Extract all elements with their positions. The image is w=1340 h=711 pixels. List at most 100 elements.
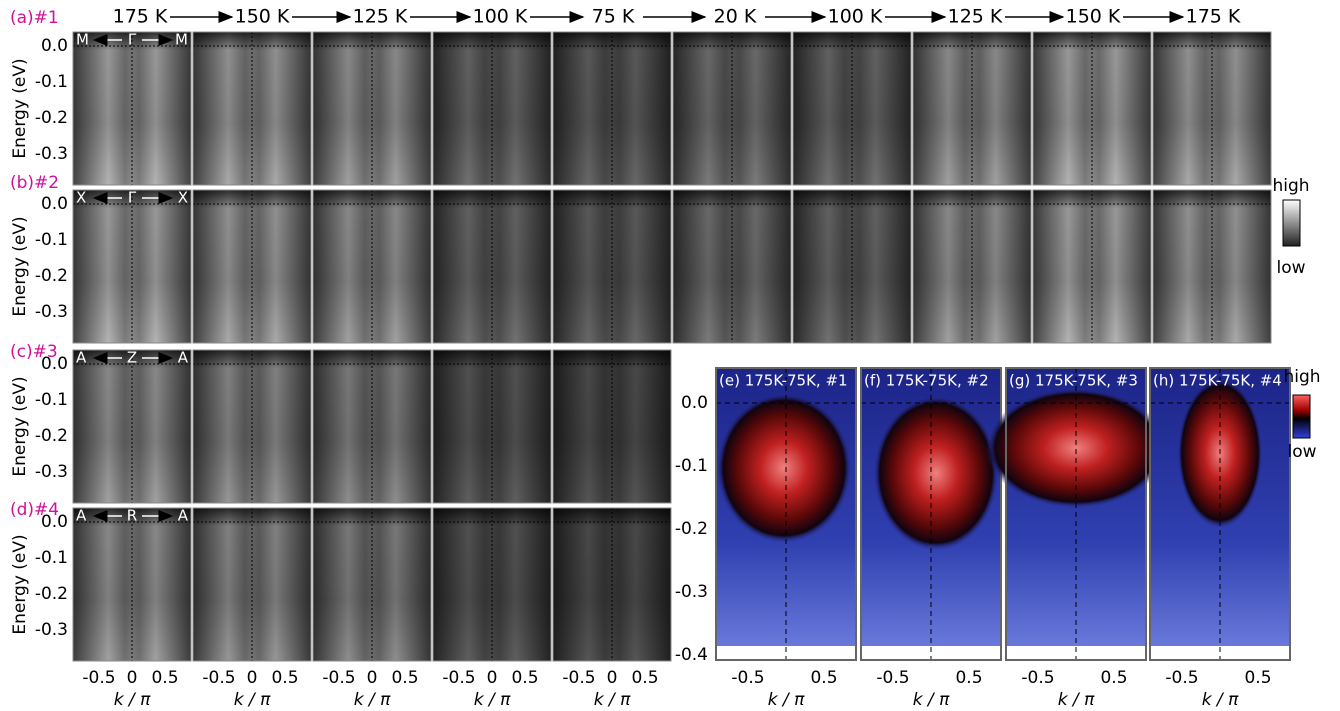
x-tick-label: -0.5 <box>1021 668 1054 688</box>
x-tick-label: 0 <box>607 668 618 688</box>
temperature: 20 K <box>714 6 757 28</box>
x-axis-label: k / π <box>1202 690 1239 710</box>
panel-border <box>1005 367 1147 661</box>
y-tick-label: -0.2 <box>35 266 68 286</box>
panel-border <box>312 349 432 504</box>
x-tick-label: -0.5 <box>731 668 764 688</box>
panel-border <box>1032 189 1152 344</box>
panel-border <box>312 31 432 186</box>
y-tick-label: 0.0 <box>41 36 68 56</box>
x-axis-label: k / π <box>913 690 950 710</box>
intensity-blob <box>873 395 999 551</box>
panel-border <box>912 31 1032 186</box>
y-tick-label: -0.4 <box>675 645 708 665</box>
temperature: 100 K <box>473 6 528 28</box>
y-tick-label: -0.1 <box>675 456 708 476</box>
y-tick-label: -0.3 <box>675 582 708 602</box>
y-tick-label: -0.1 <box>35 548 68 568</box>
y-tick-label: -0.2 <box>35 108 68 128</box>
y-tick-label: -0.2 <box>675 519 708 539</box>
panel-border <box>192 507 312 662</box>
x-tick-label: -0.5 <box>442 668 475 688</box>
x-tick-label: 0 <box>367 668 378 688</box>
panel-border <box>72 349 192 504</box>
x-tick-label: -0.5 <box>876 668 909 688</box>
panel-border <box>192 31 312 186</box>
panel-border <box>715 367 857 661</box>
panel-border <box>192 189 312 344</box>
panel-border <box>1152 189 1272 344</box>
x-axis-label: k / π <box>1058 690 1095 710</box>
panel-border <box>72 189 192 344</box>
panel-border <box>552 349 672 504</box>
colorbar-low: low <box>1287 442 1316 462</box>
panel-border <box>552 31 672 186</box>
k-path: A <box>76 349 87 367</box>
x-tick-label: -0.5 <box>562 668 595 688</box>
x-axis-label: k / π <box>474 690 511 710</box>
x-tick-label: 0 <box>127 668 138 688</box>
x-tick-label: 0.5 <box>955 668 982 688</box>
row-label: (d)#4 <box>10 500 59 520</box>
x-axis-label: k / π <box>768 690 805 710</box>
y-tick-label: -0.3 <box>35 620 68 640</box>
x-axis-label: k / π <box>354 690 391 710</box>
x-axis-label: k / π <box>594 690 631 710</box>
intensity-blob <box>986 388 1166 508</box>
x-tick-label: 0.5 <box>511 668 538 688</box>
panel-border <box>552 189 672 344</box>
y-tick-label: -0.1 <box>35 72 68 92</box>
panel-title: (g) 175K-75K, #3 <box>1009 372 1138 390</box>
panel-border <box>672 31 792 186</box>
k-path: Z <box>127 349 137 367</box>
panel-border <box>312 507 432 662</box>
x-tick-label: -0.5 <box>82 668 115 688</box>
colorbar-low: low <box>1276 258 1305 278</box>
k-path: X <box>76 189 86 207</box>
y-tick-label: -0.1 <box>35 390 68 410</box>
row-label: (b)#2 <box>10 173 59 193</box>
y-tick-label: -0.3 <box>35 462 68 482</box>
temperature: 75 K <box>592 6 635 28</box>
x-tick-label: 0 <box>247 668 258 688</box>
panel-border <box>1149 367 1291 661</box>
y-axis-label: Energy (eV) <box>10 534 30 634</box>
row-label: (c)#3 <box>10 342 58 362</box>
temperature: 100 K <box>828 6 883 28</box>
temperature: 125 K <box>948 6 1003 28</box>
x-tick-label: 0.5 <box>1244 668 1271 688</box>
panel-border <box>912 189 1032 344</box>
panel-bottom <box>1150 646 1290 660</box>
y-tick-label: -0.1 <box>35 230 68 250</box>
k-path: Γ <box>128 31 137 49</box>
panel-border <box>192 349 312 504</box>
k-path: Γ <box>128 189 137 207</box>
x-tick-label: 0.5 <box>1100 668 1127 688</box>
x-tick-label: 0.5 <box>631 668 658 688</box>
panel-border <box>432 31 552 186</box>
x-tick-label: 0.5 <box>810 668 837 688</box>
y-tick-label: -0.2 <box>35 426 68 446</box>
y-tick-label: -0.3 <box>35 302 68 322</box>
panel-border <box>672 189 792 344</box>
k-path: A <box>76 507 87 525</box>
y-tick-label: 0.0 <box>681 393 708 413</box>
panel-border <box>432 189 552 344</box>
y-axis-label: Energy (eV) <box>10 376 30 476</box>
panel-title: (h) 175K-75K, #4 <box>1153 372 1282 390</box>
panel-border <box>72 31 192 186</box>
y-tick-label: 0.0 <box>41 354 68 374</box>
x-axis-label: k / π <box>114 690 151 710</box>
panel-border <box>860 367 1002 661</box>
y-tick-label: 0.0 <box>41 194 68 214</box>
panel-border <box>432 349 552 504</box>
panel-border <box>1152 31 1272 186</box>
temperature: 150 K <box>1066 6 1121 28</box>
colorbar-high: high <box>1283 367 1320 387</box>
k-path: A <box>178 349 189 367</box>
panel-bottom <box>861 646 1001 660</box>
x-tick-label: -0.5 <box>202 668 235 688</box>
colorbar-high: high <box>1272 176 1309 196</box>
panel-title: (f) 175K-75K, #2 <box>864 372 989 390</box>
